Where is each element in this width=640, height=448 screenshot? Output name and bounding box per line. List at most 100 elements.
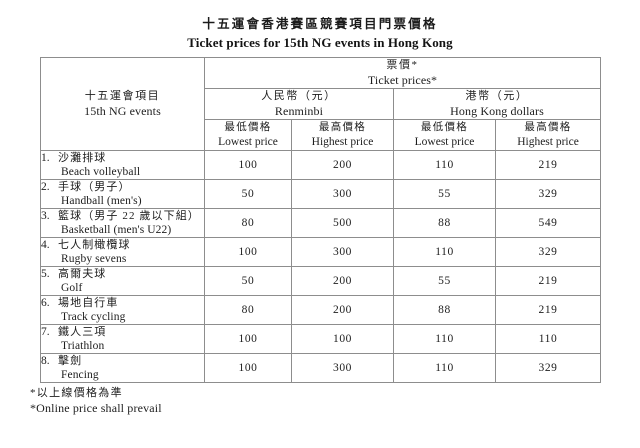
event-index: 8. [41,355,50,367]
header-hkd-lowest-price: 最低價格 Lowest price [393,119,496,151]
table-row: 1. 沙灘排球 Beach volleyball 100 200 110 219 [40,150,602,180]
footnote-english: *Online price shall prevail [30,401,162,415]
header-rmb-lowest-price-chinese: 最低價格 [224,122,272,133]
hkd-highest-price-value: 219 [494,295,602,325]
hkd-lowest-price-value: 110 [393,324,496,354]
event-name-english: Rugby sevens [61,253,127,265]
hkd-lowest-price-value: 110 [393,353,496,383]
hkd-lowest-price-value: 55 [393,266,496,296]
hkd-lowest-price-value: 88 [393,208,496,238]
event-name-chinese-line: 2. 手球（男子） [41,180,204,194]
hkd-lowest-price-value: 55 [393,179,496,209]
event-name-chinese: 籃球（男子 22 歲以下組） [58,210,200,222]
event-name-chinese-line: 6. 場地自行車 [41,296,204,310]
event-name-cell: 8. 擊劍 Fencing [40,353,205,383]
hkd-highest-price-value: 329 [494,353,602,383]
header-row-prices-group: 十五運會項目 15th NG events 票價* Ticket prices* [40,57,602,151]
event-name-chinese-line: 1. 沙灘排球 [41,151,204,165]
header-rmb-highest-price-chinese: 最高價格 [318,122,367,133]
rmb-highest-price-value: 200 [291,295,394,325]
event-name-chinese: 擊劍 [58,355,83,367]
hkd-highest-price-value: 329 [494,237,602,267]
event-index: 6. [41,297,50,309]
footnote-chinese: *以上線價格為準 [30,387,123,399]
page-title-chinese: 十五運會香港賽區競賽項目門票價格 [202,17,438,31]
header-rmb-highest-price: 最高價格 Highest price [291,119,394,151]
header-hkd-lowest-price-chinese: 最低價格 [420,122,469,133]
table-row: 8. 擊劍 Fencing 100 300 110 329 [40,353,602,383]
event-name-chinese: 沙灘排球 [58,152,107,164]
event-name-english: Track cycling [61,311,126,323]
header-rmb-lowest-price-english: Lowest price [218,136,278,148]
event-name-english: Triathlon [61,340,105,352]
rmb-lowest-price-value: 50 [204,266,292,296]
hkd-highest-price-value: 219 [494,266,602,296]
rmb-highest-price-value: 300 [291,237,394,267]
rmb-highest-price-value: 300 [291,353,394,383]
event-index: 2. [41,181,50,193]
event-index: 3. [41,210,50,222]
ticket-price-table-container: 十五運會項目 15th NG events 票價* Ticket prices*… [40,57,602,383]
footnote: *以上線價格為準 *Online price shall prevail [30,386,162,416]
event-name-english: Handball (men's) [61,195,142,207]
event-name-cell: 1. 沙灘排球 Beach volleyball [40,150,205,180]
table-row: 5. 高爾夫球 Golf 50 200 55 219 [40,266,602,296]
event-index: 4. [41,239,50,251]
header-hkd-lowest-price-english: Lowest price [414,136,475,148]
rmb-lowest-price-value: 100 [204,324,292,354]
header-event-column-english: 15th NG events [84,104,161,118]
rmb-lowest-price-value: 100 [204,353,292,383]
header-currency-renminbi-english: Renminbi [274,104,324,118]
event-name-cell: 7. 鐵人三項 Triathlon [40,324,205,354]
event-name-chinese: 高爾夫球 [58,268,107,280]
header-currency-hkd: 港幣（元） Hong Kong dollars [392,88,602,120]
hkd-highest-price-value: 549 [494,208,602,238]
page-title-english: Ticket prices for 15th NG events in Hong… [187,35,453,50]
event-name-chinese: 鐵人三項 [58,326,107,338]
hkd-highest-price-value: 329 [494,179,602,209]
event-name-chinese-line: 5. 高爾夫球 [41,267,204,281]
header-currency-hkd-english: Hong Kong dollars [450,104,544,118]
table-row: 7. 鐵人三項 Triathlon 100 100 110 110 [40,324,602,354]
event-name-chinese: 手球（男子） [58,181,131,193]
event-name-chinese-line: 7. 鐵人三項 [41,325,204,339]
event-name-english: Golf [61,282,83,294]
rmb-lowest-price-value: 80 [204,295,292,325]
rmb-lowest-price-value: 50 [204,179,292,209]
header-currency-hkd-chinese: 港幣（元） [465,90,529,102]
hkd-lowest-price-value: 110 [393,150,496,180]
table-header: 十五運會項目 15th NG events 票價* Ticket prices*… [40,57,602,151]
table-row: 4. 七人制橄欖球 Rugby sevens 100 300 110 329 [40,237,602,267]
rmb-lowest-price-value: 100 [204,150,292,180]
event-name-chinese: 場地自行車 [58,297,119,309]
header-ticket-prices-group: 票價* Ticket prices* [203,57,602,89]
header-currency-renminbi-chinese: 人民幣（元） [261,90,337,102]
rmb-highest-price-value: 200 [291,266,394,296]
ticket-price-table: 十五運會項目 15th NG events 票價* Ticket prices*… [40,57,602,383]
event-name-chinese-line: 4. 七人制橄欖球 [41,238,204,252]
header-hkd-highest-price: 最高價格 Highest price [494,119,602,151]
hkd-highest-price-value: 110 [494,324,602,354]
header-hkd-highest-price-english: Highest price [517,136,579,148]
rmb-highest-price-value: 100 [291,324,394,354]
table-row: 3. 籃球（男子 22 歲以下組） Basketball (men's U22) … [40,208,602,238]
event-name-english: Basketball (men's U22) [61,224,172,236]
rmb-highest-price-value: 500 [291,208,394,238]
table-row: 2. 手球（男子） Handball (men's) 50 300 55 329 [40,179,602,209]
rmb-highest-price-value: 300 [291,179,394,209]
event-name-chinese-line: 3. 籃球（男子 22 歲以下組） [41,209,204,223]
header-ticket-prices-english: Ticket prices* [367,73,438,87]
rmb-lowest-price-value: 100 [204,237,292,267]
event-index: 5. [41,268,50,280]
event-name-cell: 3. 籃球（男子 22 歲以下組） Basketball (men's U22) [40,208,205,238]
page-title: 十五運會香港賽區競賽項目門票價格 Ticket prices for 15th … [0,0,640,51]
event-name-cell: 6. 場地自行車 Track cycling [40,295,205,325]
event-name-cell: 5. 高爾夫球 Golf [40,266,205,296]
header-rmb-highest-price-english: Highest price [311,136,374,148]
header-event-column-chinese: 十五運會項目 [84,90,161,102]
event-name-english: Fencing [61,369,99,381]
event-index: 7. [41,326,50,338]
table-row: 6. 場地自行車 Track cycling 80 200 88 219 [40,295,602,325]
header-rmb-lowest-price: 最低價格 Lowest price [204,119,292,151]
